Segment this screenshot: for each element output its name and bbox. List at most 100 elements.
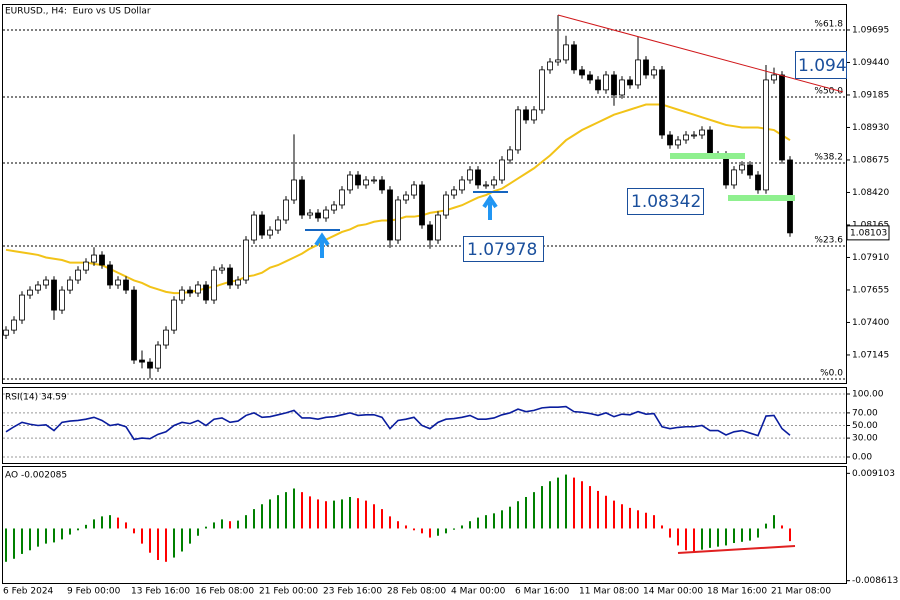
candle-body <box>203 284 209 301</box>
candle-body <box>163 329 169 346</box>
ao-bar <box>165 528 167 562</box>
y-tick-label: 1.07910 <box>852 253 889 263</box>
annotation: 1.08342 <box>631 192 701 212</box>
x-tick-label: 9 Feb 00:00 <box>67 587 121 597</box>
ao-bar <box>685 528 687 551</box>
candle-body <box>475 169 481 186</box>
candle-body <box>131 289 137 361</box>
annotation-box <box>627 188 704 215</box>
ao-bar <box>653 515 655 529</box>
ao-bar <box>357 498 359 529</box>
ao-bar <box>709 528 711 548</box>
ao-bar <box>317 499 319 529</box>
ao-bar <box>501 510 503 529</box>
trend-line <box>557 14 844 93</box>
ao-bar <box>5 528 7 562</box>
candle-body <box>275 219 281 231</box>
ao-bar <box>541 486 543 529</box>
ao-bar <box>749 528 751 541</box>
candle-body <box>75 269 81 281</box>
ao-bar <box>285 492 287 529</box>
ao-bar <box>613 500 615 529</box>
candle-body <box>227 267 233 286</box>
ao-bar <box>149 528 151 553</box>
candle-body <box>315 212 321 219</box>
y-tick-label: 100.00 <box>852 389 884 399</box>
ao-bar <box>221 519 223 529</box>
x-tick-label: 18 Mar 16:00 <box>707 587 767 597</box>
candle-body <box>435 214 441 241</box>
candle-body <box>267 229 273 236</box>
candle-body <box>67 279 73 291</box>
ao-bar <box>765 523 767 529</box>
candle-body <box>51 279 57 311</box>
x-tick-label: 14 Mar 00:00 <box>643 587 703 597</box>
ao-bar <box>533 492 535 529</box>
candle-body <box>747 164 753 176</box>
candle-body <box>403 194 409 201</box>
candle-body <box>43 279 49 286</box>
candle-body <box>411 184 417 196</box>
ao-bar <box>701 528 703 550</box>
candle-body <box>35 284 41 291</box>
candle-body <box>211 269 217 301</box>
candle-body <box>107 264 113 286</box>
annotation-box <box>795 51 847 79</box>
x-tick-label: 4 Mar 00:00 <box>451 587 506 597</box>
ao-bar <box>229 521 231 529</box>
ao-bar <box>189 528 191 544</box>
x-tick-label: 21 Mar 08:00 <box>771 587 831 597</box>
candle-body <box>523 109 529 121</box>
up-arrow <box>314 232 330 258</box>
ao-bar <box>565 474 567 529</box>
candle-body <box>259 214 265 236</box>
ao-bar <box>445 528 447 534</box>
candle-body <box>187 289 193 294</box>
ao-bar <box>341 499 343 529</box>
candle-body <box>699 129 705 136</box>
candle-body <box>667 134 673 146</box>
y-tick-label: 1.07145 <box>852 350 889 360</box>
ao-bar <box>405 525 407 529</box>
ao-bar <box>21 528 23 554</box>
candle-body <box>707 129 713 156</box>
y-tick-label: 0.00 <box>852 453 872 463</box>
ao-bar <box>453 528 455 530</box>
up-arrow <box>482 194 498 220</box>
price-panel <box>2 4 847 384</box>
candle-body <box>595 79 601 91</box>
ao-bar <box>645 512 647 529</box>
candle-body <box>555 59 561 63</box>
candle-body <box>587 74 593 81</box>
rsi-title: RSI(14) 34.59 <box>5 393 67 403</box>
drawings <box>305 14 844 554</box>
candle-body <box>155 344 161 369</box>
candle-body <box>347 174 353 191</box>
ao-bar <box>581 481 583 529</box>
ao-bar <box>669 528 671 538</box>
candle-body <box>619 79 625 96</box>
candle-body <box>483 184 489 187</box>
candle-body <box>675 139 681 146</box>
x-tick-label: 16 Feb 08:00 <box>195 587 254 597</box>
candle-body <box>547 61 553 71</box>
candle-body <box>299 179 305 216</box>
ao-bar <box>269 499 271 529</box>
y-tick-label: -0.008613 <box>852 576 898 586</box>
y-tick-label: 1.07400 <box>852 318 889 328</box>
level-label: %38.2 <box>814 153 843 163</box>
candle-body <box>443 194 449 216</box>
ao-bar <box>309 496 311 529</box>
ao-bar <box>621 504 623 529</box>
ao-bar <box>717 528 719 547</box>
ao-bar <box>757 528 759 538</box>
candle-body <box>635 59 641 86</box>
candle-body <box>763 79 769 191</box>
ao-bar <box>205 526 207 529</box>
candle-body <box>195 284 201 294</box>
x-tick-label: 21 Feb 00:00 <box>259 587 318 597</box>
ao-bar <box>525 496 527 529</box>
x-tick-label: 28 Feb 08:00 <box>387 587 446 597</box>
ao-bar <box>589 486 591 529</box>
candle-body <box>363 179 369 186</box>
